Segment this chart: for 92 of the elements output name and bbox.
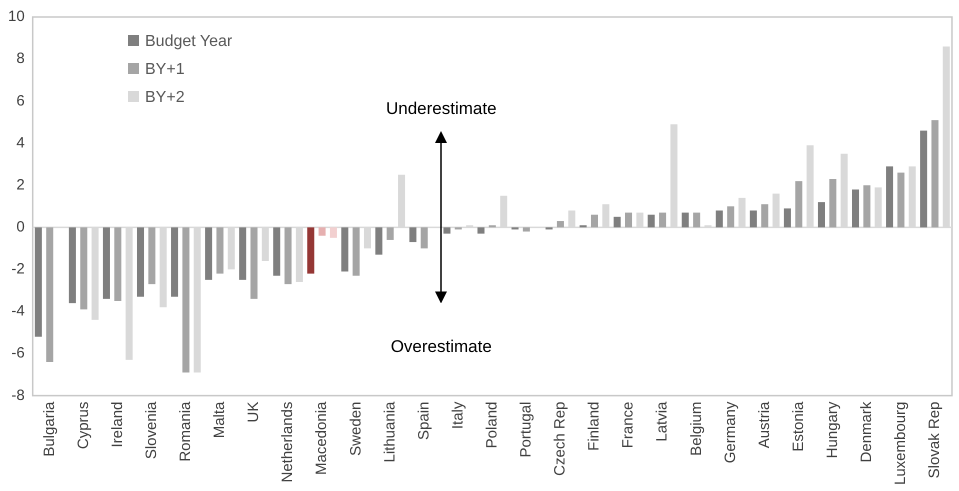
- x-tick-label: France: [620, 402, 637, 448]
- bar: [273, 227, 280, 276]
- x-tick-label: Austria: [756, 400, 773, 448]
- x-tick-label: Czech Rep: [552, 402, 569, 476]
- bar: [216, 227, 224, 274]
- y-tick-label: 0: [16, 218, 25, 236]
- x-tick-label: UK: [245, 402, 262, 422]
- x-tick-label: Finland: [586, 402, 603, 451]
- bar: [46, 227, 54, 362]
- bar: [375, 227, 382, 255]
- y-tick-label: 6: [16, 92, 25, 110]
- y-tick-label: -8: [11, 386, 25, 404]
- bar: [590, 214, 598, 228]
- bar: [556, 221, 564, 228]
- annotation: Underestimate: [386, 99, 497, 120]
- y-tick-label: -6: [11, 344, 25, 362]
- bar: [80, 227, 88, 310]
- bar: [250, 227, 258, 299]
- legend-label: Budget Year: [145, 33, 232, 50]
- x-tick-label: Sweden: [347, 402, 364, 456]
- bar: [522, 227, 530, 232]
- x-tick-label: Germany: [722, 401, 739, 464]
- x-tick-label: Bulgaria: [40, 400, 58, 457]
- bar: [931, 120, 938, 228]
- bar: [443, 227, 450, 234]
- bar: [352, 227, 360, 276]
- bar: [750, 210, 757, 228]
- bar: [409, 227, 416, 242]
- bar: [682, 212, 689, 228]
- x-tick-label: Macedonia: [313, 400, 330, 476]
- x-tick-label: Belgium: [688, 402, 705, 456]
- bar: [182, 227, 190, 372]
- y-tick-label: -4: [11, 302, 25, 320]
- x-tick-label: Slovak Rep: [926, 402, 944, 478]
- bar: [136, 227, 144, 297]
- bar: [625, 212, 632, 228]
- bar: [34, 227, 42, 337]
- x-tick-label: Romania: [177, 400, 194, 462]
- legend-label: BY+1: [145, 61, 185, 78]
- bar: [420, 227, 428, 248]
- bar: [477, 227, 485, 234]
- x-tick-label: Netherlands: [279, 402, 296, 483]
- x-tick-label: Lithuania: [381, 400, 398, 463]
- bar: [693, 212, 700, 228]
- bar: [795, 181, 802, 228]
- bar: [239, 227, 246, 280]
- bar: [148, 227, 156, 284]
- y-tick-label: -2: [11, 260, 25, 278]
- bar: [886, 166, 894, 228]
- x-tick-label: Estonia: [790, 400, 807, 452]
- bar: [829, 178, 836, 228]
- bar: [114, 227, 122, 301]
- x-tick-label: Malta: [211, 400, 228, 438]
- bar: [171, 227, 178, 297]
- y-tick-label: 8: [16, 50, 25, 68]
- bar: [897, 172, 904, 228]
- x-tick-label: Poland: [483, 402, 500, 448]
- x-tick-label: Spain: [415, 402, 432, 440]
- y-tick-label: 2: [16, 176, 25, 194]
- x-tick-label: Portugal: [518, 402, 535, 458]
- x-tick-label: Italy: [449, 401, 466, 430]
- x-tick-label: Hungary: [824, 401, 841, 458]
- bar: [648, 214, 655, 228]
- y-tick-label: 10: [8, 8, 25, 26]
- x-tick-label: Denmark: [858, 401, 876, 462]
- bar: [659, 212, 666, 228]
- bar: [716, 210, 723, 228]
- bar: [341, 227, 348, 272]
- x-tick-label: Latvia: [654, 400, 671, 442]
- legend-label: BY+2: [145, 89, 185, 106]
- bar: [318, 227, 326, 236]
- annotation: Overestimate: [390, 336, 492, 357]
- bar: [920, 130, 928, 228]
- y-tick-label: 4: [16, 134, 25, 152]
- bar: [68, 227, 76, 304]
- bar: [386, 227, 394, 240]
- x-tick-label: Luxembourg: [892, 402, 910, 486]
- bar: [102, 227, 110, 299]
- bar: [863, 185, 870, 228]
- bar: [614, 216, 621, 228]
- bar: [784, 208, 791, 228]
- bar: [330, 227, 337, 238]
- bar: [284, 227, 292, 284]
- bar: [761, 204, 768, 228]
- bar: [205, 227, 212, 280]
- bar: [727, 206, 734, 228]
- bar: [852, 189, 860, 228]
- x-tick-label: Ireland: [108, 402, 126, 448]
- bar: [818, 202, 825, 228]
- x-tick-label: Slovenia: [142, 400, 160, 460]
- bar: [307, 227, 314, 274]
- x-tick-label: Cyprus: [74, 402, 92, 450]
